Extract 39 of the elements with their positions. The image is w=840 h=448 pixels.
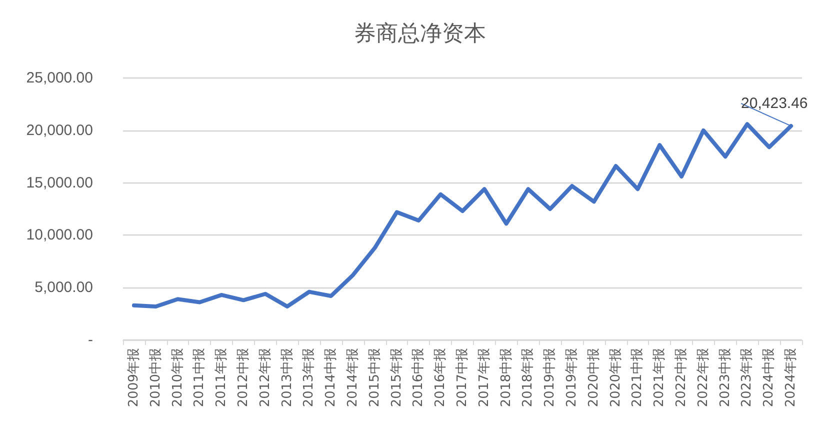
x-tick-label: 2017中报 <box>455 348 470 408</box>
x-tick-label: 2012中报 <box>236 348 251 408</box>
x-tick-label: 2019年报 <box>564 348 580 408</box>
x-tick-label: 2013中报 <box>280 348 295 408</box>
x-tick-label: 2016中报 <box>411 348 426 408</box>
x-tick-label: 2011中报 <box>192 348 208 408</box>
x-tick-label: 2011年报 <box>214 348 230 408</box>
x-tick-label: 2023年报 <box>740 348 755 408</box>
x-tick-label: 2018中报 <box>498 348 514 408</box>
x-tick-label: 2009年报 <box>126 348 142 408</box>
x-tick-label: 2012年报 <box>258 348 273 408</box>
data-label: 20,423.46 <box>741 94 808 112</box>
y-tick-label: 15,000.00 <box>26 174 93 192</box>
x-tick-label: 2022年报 <box>696 348 711 408</box>
x-tick-label: 2022中报 <box>674 348 690 408</box>
x-tick-label: 2010年报 <box>170 348 186 408</box>
x-tick-label: 2017年报 <box>476 348 492 408</box>
x-tick-label: 2020年报 <box>608 348 624 408</box>
y-tick-label: 5,000.00 <box>34 279 93 296</box>
x-tick-label: 2024中报 <box>762 348 777 408</box>
x-tick-label: 2014中报 <box>324 348 339 408</box>
y-tick-label: 10,000.00 <box>26 226 93 244</box>
x-tick-label: 2015中报 <box>367 348 382 408</box>
y-tick-label: 25,000.00 <box>26 70 93 86</box>
x-tick-label: 2018年报 <box>520 348 536 408</box>
x-tick-label: 2016年报 <box>433 348 448 408</box>
x-tick-label: 2013年报 <box>302 348 317 408</box>
x-tick-label: 2014年报 <box>345 348 360 408</box>
y-tick-label: 20,000.00 <box>26 122 93 139</box>
x-tick-label: 2019中报 <box>542 348 558 408</box>
chart-title: 券商总净资本 <box>354 22 486 46</box>
x-tick-label: 2024年报 <box>784 348 799 408</box>
x-tick-label: 2021年报 <box>652 348 668 408</box>
x-tick-label: 2023中报 <box>718 348 733 408</box>
y-tick-label: - <box>88 332 93 348</box>
x-tick-label: 2015年报 <box>389 348 404 408</box>
x-tick-label: 2020中报 <box>586 348 602 408</box>
x-tick-label: 2010中报 <box>148 348 164 408</box>
x-tick-label: 2021中报 <box>630 348 646 408</box>
